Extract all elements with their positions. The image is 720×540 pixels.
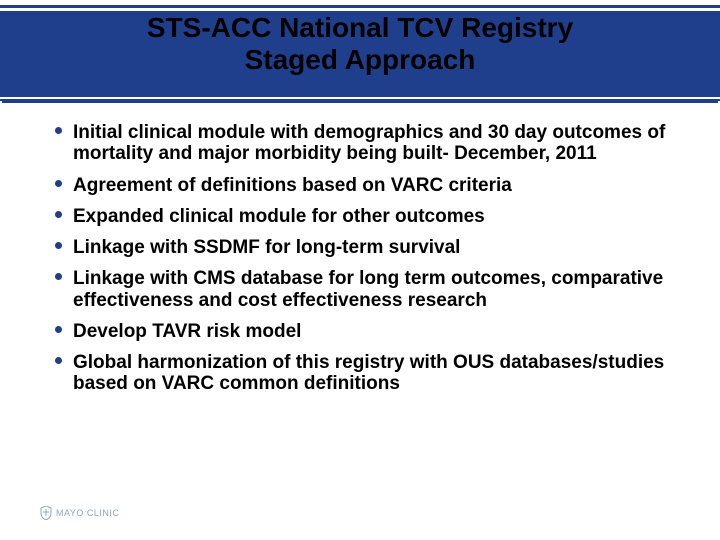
bullet-dot-icon (55, 180, 62, 187)
bullet-dot-icon (55, 127, 62, 134)
bullet-rest: TAVR risk model (147, 321, 302, 342)
list-item: Linkage with CMS database for long term … (55, 268, 670, 311)
logo-text: MAYO CLINIC (56, 508, 119, 518)
bullet-rest: harmonization of this registry with OUS … (73, 352, 664, 394)
bullet-text: Expanded clinical module for other outco… (73, 206, 485, 227)
list-item: Linkage with SSDMF for long-term surviva… (55, 237, 670, 258)
bullet-lead: Linkage (73, 237, 145, 258)
list-item: Expanded clinical module for other outco… (55, 206, 670, 227)
list-item: Develop TAVR risk model (55, 321, 670, 342)
bullet-text: Initial clinical module with demographic… (73, 122, 665, 164)
bullet-rest: with CMS database for long term outcomes… (73, 268, 663, 310)
list-item: Global harmonization of this registry wi… (55, 352, 670, 395)
bullet-lead: Expanded (73, 206, 164, 227)
bullet-text: Agreement of definitions based on VARC c… (73, 175, 512, 196)
bullet-text: Global harmonization of this registry wi… (73, 352, 664, 394)
list-item: Agreement of definitions based on VARC c… (55, 175, 670, 196)
bullet-lead: Agreement (73, 175, 172, 196)
bullet-lead: Global (73, 352, 132, 373)
bullet-rest: clinical module with demographics and 30… (73, 122, 665, 164)
bullet-lead: Develop (73, 321, 147, 342)
rule-bottom (0, 99, 720, 101)
mayo-clinic-logo: MAYO CLINIC (40, 506, 119, 520)
bullet-dot-icon (55, 273, 62, 280)
bullet-text: Linkage with SSDMF for long-term surviva… (73, 237, 460, 258)
list-item: Initial clinical module with demographic… (55, 122, 670, 165)
bullet-dot-icon (55, 211, 62, 218)
bullet-rest: with SSDMF for long-term survival (145, 237, 461, 258)
shield-icon (40, 506, 52, 520)
bullet-lead: Linkage (73, 268, 145, 289)
bullet-text: Develop TAVR risk model (73, 321, 301, 342)
bullet-rest: of definitions based on VARC criteria (172, 175, 512, 196)
bullet-lead: Initial (73, 122, 123, 143)
bullet-dot-icon (55, 242, 62, 249)
slide-title: STS-ACC National TCV Registry Staged App… (0, 12, 720, 76)
bullet-dot-icon (55, 357, 62, 364)
bullet-list: Initial clinical module with demographic… (55, 122, 670, 405)
slide: STS-ACC National TCV Registry Staged App… (0, 0, 720, 540)
bullet-rest: clinical module for other outcomes (164, 206, 485, 227)
bullet-dot-icon (55, 326, 62, 333)
bullet-text: Linkage with CMS database for long term … (73, 268, 663, 310)
